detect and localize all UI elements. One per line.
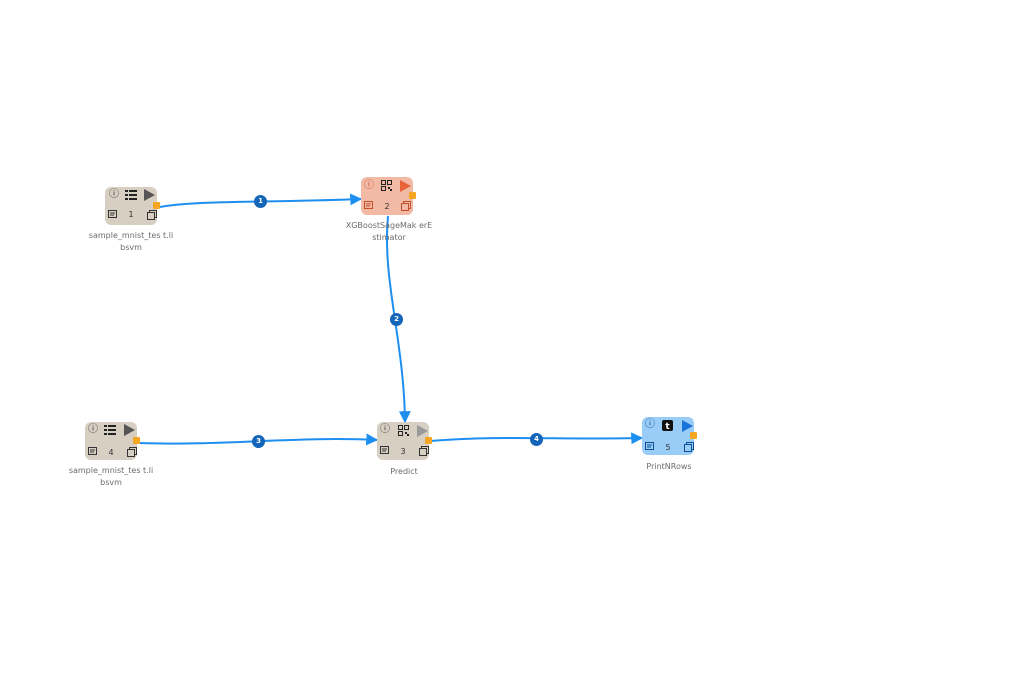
node-number: 4 — [108, 448, 114, 457]
node-4[interactable]: ⓘ 4 — [85, 422, 140, 460]
qr-icon — [398, 425, 409, 436]
tumblr-icon: t — [662, 420, 673, 431]
output-port[interactable] — [153, 202, 160, 209]
info-icon[interactable]: ⓘ — [380, 424, 390, 435]
comment-icon[interactable] — [380, 446, 390, 456]
edge-badge-4[interactable]: 4 — [530, 433, 543, 446]
node-3[interactable]: ⓘ 3 — [377, 422, 432, 460]
svg-text:t: t — [665, 422, 670, 431]
node-number: 1 — [128, 210, 134, 219]
node-1[interactable]: ⓘ 1 — [105, 187, 160, 225]
copy-icon[interactable] — [147, 210, 157, 220]
node-2-label: XGBoostSageMak erEstimator — [345, 221, 433, 242]
play-icon[interactable] — [144, 189, 155, 201]
node-number: 2 — [384, 202, 390, 211]
edge-1[interactable] — [159, 193, 363, 208]
output-port[interactable] — [133, 437, 140, 444]
comment-icon[interactable] — [645, 442, 655, 452]
table-icon — [104, 425, 116, 435]
node-number: 3 — [400, 447, 406, 456]
node-number: 5 — [665, 443, 671, 452]
play-icon[interactable] — [417, 425, 428, 437]
copy-icon[interactable] — [127, 447, 137, 457]
play-icon[interactable] — [400, 180, 411, 192]
node-1-label: sample_mnist_tes t.libsvm — [88, 231, 174, 252]
play-icon[interactable] — [682, 420, 693, 432]
qr-icon — [381, 180, 392, 191]
edge-2[interactable] — [385, 215, 411, 424]
output-port[interactable] — [409, 192, 416, 199]
output-port[interactable] — [425, 437, 432, 444]
table-icon — [125, 190, 137, 200]
info-icon[interactable]: ⓘ — [645, 419, 655, 430]
node-2[interactable]: ⓘ 2 — [361, 177, 416, 215]
copy-icon[interactable] — [684, 442, 694, 452]
info-icon[interactable]: ⓘ — [109, 189, 119, 200]
comment-icon[interactable] — [88, 447, 98, 457]
comment-icon[interactable] — [364, 201, 374, 211]
edge-badge-2[interactable]: 2 — [390, 313, 403, 326]
node-5-label: PrintNRows — [646, 462, 692, 471]
play-icon[interactable] — [124, 424, 135, 436]
edge-badge-3[interactable]: 3 — [252, 435, 265, 448]
info-icon[interactable]: ⓘ — [88, 424, 98, 435]
node-3-label: Predict — [390, 467, 418, 476]
node-5[interactable]: ⓘ t 5 — [642, 417, 697, 455]
copy-icon[interactable] — [419, 446, 429, 456]
edge-badge-1[interactable]: 1 — [254, 195, 267, 208]
output-port[interactable] — [690, 432, 697, 439]
copy-icon[interactable] — [401, 201, 411, 211]
comment-icon[interactable] — [108, 210, 118, 220]
info-icon[interactable]: ⓘ — [364, 180, 374, 191]
node-4-label: sample_mnist_tes t.libsvm — [68, 466, 154, 487]
